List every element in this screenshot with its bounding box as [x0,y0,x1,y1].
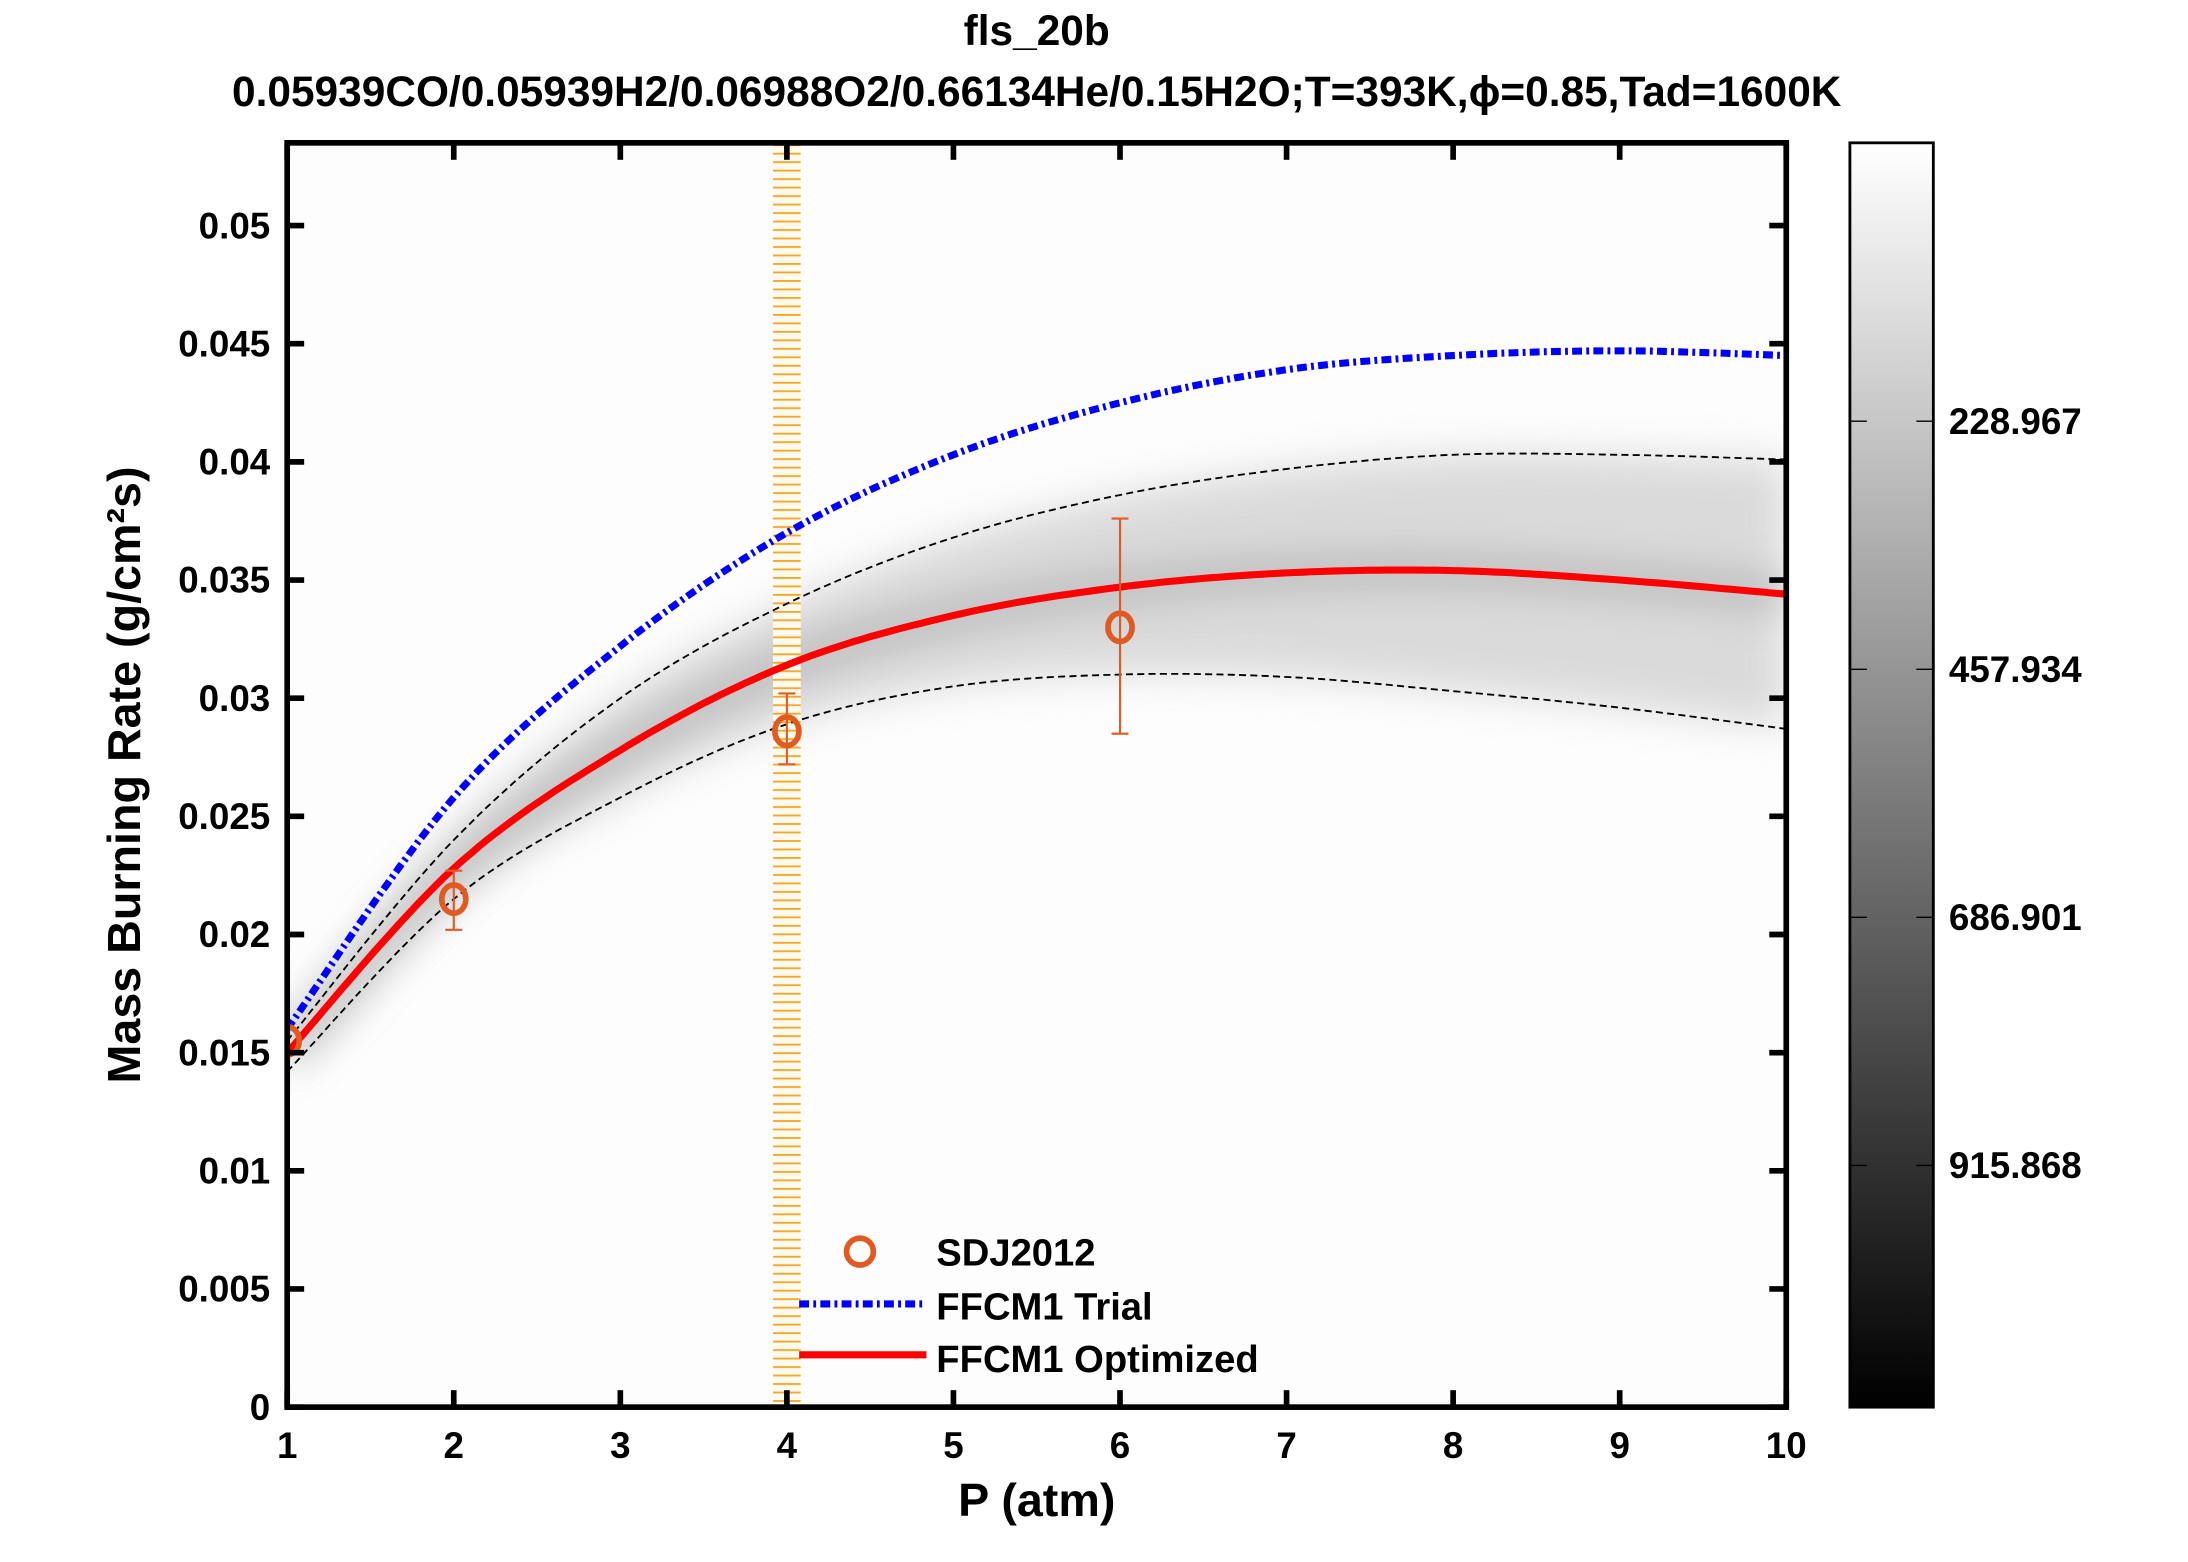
highlight-band-p4 [773,142,801,1408]
x-tick-label: 1 [277,1425,297,1466]
data-marker [287,1023,303,1058]
y-tick-label: 0 [250,1387,270,1428]
data-marker [1105,610,1135,645]
y-tick-label: 0.04 [199,442,271,483]
x-tick-label: 4 [777,1425,798,1466]
x-tick-label: 9 [1609,1425,1629,1466]
data-point-sdj2012 [287,1023,303,1058]
x-axis-label: P (atm) [958,1474,1115,1526]
y-tick-label: 0.045 [178,323,270,364]
legend-marker-sdj2012 [843,1235,877,1268]
x-tick-label: 3 [610,1425,630,1466]
plot-area [287,142,1787,1408]
colorbar-tick-label: 457.934 [1949,649,2082,690]
lower-bound-dashed-line [287,672,1787,1073]
series-ffcm1-optimized-line [287,566,1787,1055]
y-tick-label: 0.01 [199,1151,271,1192]
colorbar-gradient [1848,141,1935,1409]
data-point-sdj2012 [772,692,802,766]
legend-label-sdj2012: SDJ2012 [936,1232,1095,1275]
colorbar-tick-label: 228.967 [1949,401,2082,442]
x-tick-label: 5 [943,1425,963,1466]
y-tick-label: 0.015 [178,1032,270,1073]
data-marker [772,714,802,749]
chart-title: fls_20b [964,7,1110,54]
legend-label-trial: FFCM1 Trial [936,1285,1152,1328]
y-tick-label: 0.025 [178,796,270,837]
data-point-sdj2012 [1105,517,1135,735]
x-tick-label: 6 [1110,1425,1130,1466]
colorbar-tick-label: 915.868 [1949,1145,2082,1186]
y-tick-label: 0.03 [199,678,271,719]
colorbar-tick-label: 686.901 [1949,897,2082,938]
x-tick-label: 2 [444,1425,464,1466]
y-tick-label: 0.05 [199,205,271,246]
y-tick-label: 0.02 [199,914,271,955]
x-tick-label: 7 [1276,1425,1296,1466]
x-tick-label: 10 [1766,1425,1807,1466]
legend: SDJ2012 FFCM1 Trial FFCM1 Optimized [799,1232,1259,1381]
colorbar: 228.967 457.934 686.901 915.868 [1848,141,2082,1409]
chart-subtitle: 0.05939CO/0.05939H2/0.06988O2/0.66134He/… [232,68,1842,115]
axes-frame [284,140,1790,1410]
y-tick-label: 0.005 [178,1269,270,1310]
uncertainty-band [287,453,1787,1072]
y-tick-label: 0.035 [178,560,270,601]
data-marker [438,882,469,917]
y-axis-label: Mass Burning Rate (g/cm²s) [98,466,150,1083]
data-point-sdj2012 [438,869,469,931]
legend-label-optimized: FFCM1 Optimized [936,1338,1258,1381]
upper-bound-dashed-line [287,452,1787,1042]
x-tick-label: 8 [1443,1425,1463,1466]
series-ffcm1-trial-line [287,347,1787,1032]
